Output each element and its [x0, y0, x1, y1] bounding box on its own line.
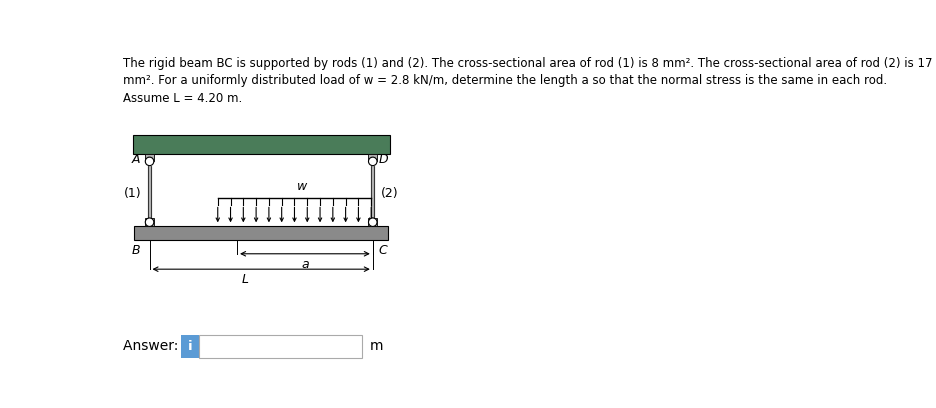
Text: i: i: [187, 340, 192, 353]
Text: A: A: [132, 153, 140, 166]
Bar: [181, 335, 199, 358]
Text: L: L: [242, 273, 249, 286]
Bar: [199, 335, 362, 358]
Bar: [134, 226, 388, 240]
Bar: [368, 154, 377, 162]
Text: (2): (2): [381, 187, 398, 200]
Circle shape: [145, 218, 154, 226]
Bar: [145, 154, 154, 162]
Bar: [145, 218, 154, 226]
Text: a: a: [301, 257, 309, 271]
Bar: [368, 218, 377, 226]
Circle shape: [145, 157, 154, 166]
Text: w: w: [297, 180, 307, 193]
Circle shape: [369, 218, 377, 226]
Text: (1): (1): [124, 187, 141, 200]
Text: C: C: [379, 244, 388, 257]
Text: Answer: a =: Answer: a =: [124, 339, 212, 353]
Circle shape: [369, 157, 377, 166]
Text: B: B: [132, 244, 140, 257]
Text: D: D: [379, 153, 388, 166]
Bar: [133, 135, 389, 154]
Text: m: m: [370, 339, 383, 353]
Text: The rigid beam BC is supported by rods (1) and (2). The cross-sectional area of : The rigid beam BC is supported by rods (…: [124, 57, 932, 105]
